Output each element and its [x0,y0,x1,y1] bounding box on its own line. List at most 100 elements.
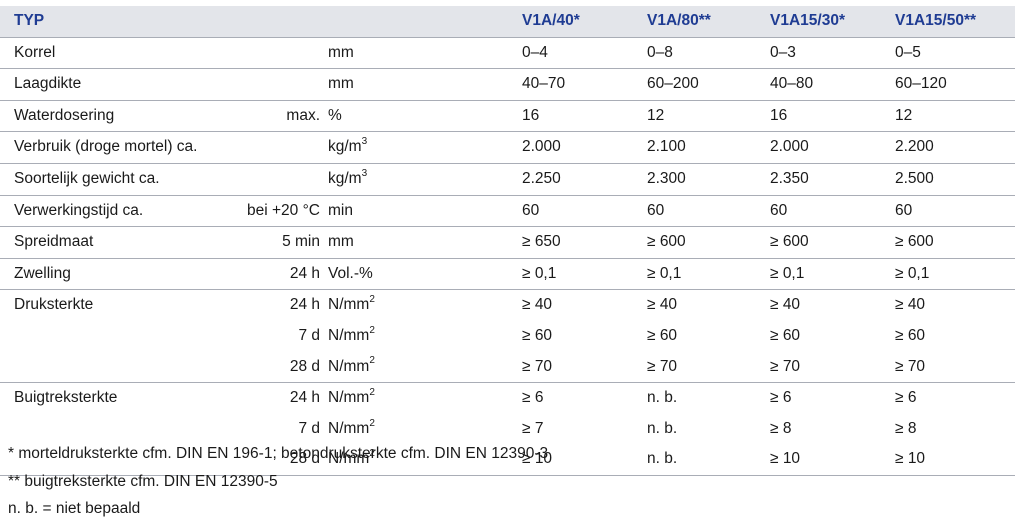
value-cell: ≥ 60 [770,326,801,344]
value-cell: n. b. [647,389,678,407]
table-row: Verbruik (droge mortel) ca. kg/m3 2.000 2.1… [0,131,1015,164]
unit-text: mm [328,233,354,251]
value-cell: 40–80 [770,68,895,101]
property-cell: Buigtreksterkte [14,389,118,407]
unit-cell: N/mm2 [328,290,522,321]
value-cell: 60–200 [647,68,770,101]
property-cell [0,351,218,384]
unit-cell: kg/m3 [328,131,522,164]
value-cell: ≥ 10 [770,444,895,476]
value-cell: ≥ 8 [895,419,917,437]
condition-cell: 24 h [289,296,320,314]
property-cell: Zwelling [0,258,218,291]
value-cell: ≥ 60 [522,326,553,344]
value-cell: ≥ 0,1 [522,258,647,291]
property-cell: Korrel [0,37,218,70]
table-header-row: TYP V1A/40* V1A/80** V1A15/30* V1A15/50*… [0,6,1015,38]
unit-cell: min [328,195,522,228]
unit-text: N/mm [328,357,370,375]
condition-cell: max. [218,100,328,133]
value-cell: 2.000 [522,131,647,164]
footnotes: * morteldruksterkte cfm. DIN EN 196-1; b… [8,440,548,523]
value-cell: ≥ 40 [770,296,801,314]
header-condition [218,6,328,38]
value-cell: n. b. [647,419,678,437]
table-row: 28 d N/mm2 ≥ 70 ≥ 70 ≥ 70 ≥ 70 [0,351,1015,384]
value-cell: 2.250 [522,163,647,196]
condition-cell: bei +20 °C [218,195,328,228]
unit-text: mm [328,75,354,93]
condition-cell [218,163,328,196]
value-cell: ≥ 10 [522,444,647,476]
value-cell: 60–120 [895,68,1015,101]
table-row: Buigtreksterkte 24 h N/mm2 ≥ 6 n. b. ≥ 6 ≥ 6 [0,383,1015,414]
unit-text: N/mm [328,389,370,407]
unit-text: N/mm [328,326,370,344]
value-cell: 0–4 [522,37,647,70]
value-cell: 2.500 [895,163,1015,196]
property-cell [0,444,218,476]
condition-cell: 24 h [289,389,320,407]
table-row: Druksterkte 24 h N/mm2 ≥ 40 ≥ 40 ≥ 40 ≥ 40 [0,290,1015,321]
unit-cell: N/mm2 [328,321,522,352]
footnote-1: * morteldruksterkte cfm. DIN EN 196-1; b… [8,445,549,462]
header-col-2: V1A/80** [647,6,770,38]
table-row: Zwelling 24 h Vol.-% ≥ 0,1 ≥ 0,1 ≥ 0,1 ≥ 0,1 [0,258,1015,291]
value-cell: ≥ 70 [895,351,1015,384]
value-cell: ≥ 70 [522,351,647,384]
value-cell: ≥ 40 [895,296,926,314]
unit-text: kg/m [328,169,362,187]
header-typ: TYP [0,6,218,38]
value-cell: ≥ 0,1 [895,258,1015,291]
value-cell: ≥ 8 [770,419,792,437]
unit-text: min [328,201,353,219]
unit-text: mm [328,43,354,61]
value-cell: ≥ 60 [647,326,678,344]
condition-cell: 28 d [218,351,328,384]
footnote-2: ** buigtreksterkte cfm. DIN EN 12390-5 [8,472,278,490]
value-cell: 40–70 [522,68,647,101]
unit-text: Vol.-% [328,264,373,282]
condition-cell: 7 d [298,326,320,344]
property-cell: Druksterkte [14,296,94,314]
property-cell: Spreidmaat [0,226,218,259]
header-col-4: V1A15/50** [895,6,1015,38]
value-cell: ≥ 650 [522,226,647,259]
value-cell: ≥ 70 [647,351,770,384]
unit-cell: mm [328,226,522,259]
value-cell: ≥ 600 [770,226,895,259]
value-cell: ≥ 40 [522,296,553,314]
unit-text: kg/m [328,138,362,156]
value-cell: 16 [770,100,895,133]
value-cell: 12 [647,100,770,133]
value-cell: 2.300 [647,163,770,196]
value-cell: ≥ 7 [522,419,544,437]
property-cell: Laagdikte [0,68,218,101]
property-cell: Verwerkingstijd ca. [0,195,218,228]
table-row: Laagdikte mm 40–70 60–200 40–80 60–120 [0,68,1015,101]
condition-cell: 7 d [298,419,320,437]
value-cell: 2.350 [770,163,895,196]
value-cell: 60 [647,195,770,228]
condition-cell: 5 min [218,226,328,259]
value-cell: 2.200 [895,131,1015,164]
value-cell: ≥ 60 [895,326,926,344]
condition-cell: 28 d [218,444,328,476]
value-cell: 60 [895,195,1015,228]
value-cell: ≥ 6 [522,389,544,407]
condition-cell: 24 h [218,258,328,291]
unit-text: % [328,106,342,124]
unit-exponent: 2 [369,294,375,306]
table-row: 7 d N/mm2 ≥ 60 ≥ 60 ≥ 60 ≥ 60 [0,321,1015,352]
table-body: Korrel mm 0–4 0–8 0–3 0–5 Laagdikte mm 40–70 60–2… [0,37,1015,476]
value-cell: 0–8 [647,37,770,70]
value-cell: ≥ 600 [895,226,1015,259]
condition-cell [218,37,328,70]
unit-cell: N/mm2 [328,414,522,445]
unit-cell: N/mm2 [328,351,522,384]
value-cell: ≥ 0,1 [647,258,770,291]
value-cell: ≥ 6 [895,389,917,407]
unit-exponent: 2 [369,355,375,367]
header-unit [328,6,522,38]
